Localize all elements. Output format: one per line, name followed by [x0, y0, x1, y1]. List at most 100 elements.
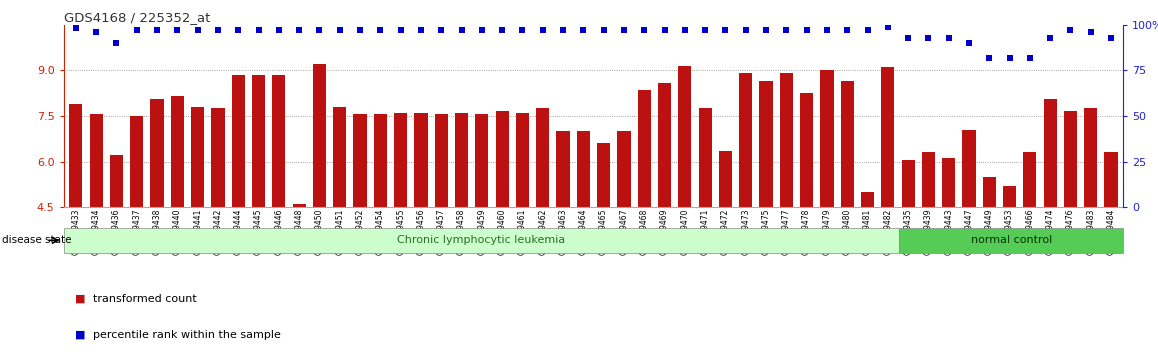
Bar: [983, 177, 996, 344]
Bar: [841, 81, 853, 344]
Point: [696, 27, 714, 33]
Bar: [943, 159, 955, 344]
Bar: [110, 155, 123, 344]
Text: Chronic lymphocytic leukemia: Chronic lymphocytic leukemia: [397, 235, 565, 245]
Bar: [922, 153, 935, 344]
Bar: [1003, 186, 1017, 344]
Point: [1041, 35, 1060, 40]
Bar: [1064, 112, 1077, 344]
Point: [838, 27, 857, 33]
Point: [249, 27, 267, 33]
Point: [351, 27, 369, 33]
Bar: [434, 114, 448, 344]
Bar: [191, 107, 204, 344]
Point: [189, 27, 207, 33]
Point: [858, 27, 877, 33]
Point: [574, 27, 593, 33]
Bar: [598, 143, 610, 344]
Bar: [455, 113, 468, 344]
Point: [229, 27, 248, 33]
Point: [1020, 55, 1039, 61]
Point: [554, 27, 572, 33]
Point: [472, 27, 491, 33]
Bar: [739, 73, 753, 344]
Bar: [536, 108, 549, 344]
Bar: [415, 113, 427, 344]
Point: [493, 27, 512, 33]
Text: percentile rank within the sample: percentile rank within the sample: [93, 330, 280, 339]
Point: [716, 27, 734, 33]
Point: [675, 27, 694, 33]
Point: [330, 27, 349, 33]
Point: [127, 27, 146, 33]
Bar: [1043, 99, 1057, 344]
Point: [777, 27, 796, 33]
Text: ■: ■: [75, 294, 86, 304]
Bar: [899, 228, 1123, 253]
Bar: [1024, 153, 1036, 344]
Bar: [658, 82, 672, 344]
Bar: [69, 104, 82, 344]
Point: [655, 27, 674, 33]
Bar: [679, 66, 691, 344]
Point: [980, 55, 998, 61]
Bar: [719, 151, 732, 344]
Text: GDS4168 / 225352_at: GDS4168 / 225352_at: [64, 11, 210, 24]
Point: [594, 27, 613, 33]
Point: [290, 27, 308, 33]
Bar: [353, 114, 367, 344]
Point: [1061, 27, 1079, 33]
Point: [412, 27, 431, 33]
Bar: [962, 130, 975, 344]
Bar: [1084, 108, 1098, 344]
Point: [798, 27, 816, 33]
Bar: [496, 112, 508, 344]
Point: [108, 40, 126, 46]
Bar: [557, 131, 570, 344]
Point: [960, 40, 979, 46]
Point: [453, 27, 471, 33]
Bar: [293, 204, 306, 344]
Bar: [475, 114, 489, 344]
Bar: [170, 96, 184, 344]
Bar: [881, 67, 894, 344]
Point: [87, 29, 105, 35]
Point: [432, 27, 450, 33]
Bar: [860, 192, 874, 344]
Point: [756, 27, 775, 33]
Bar: [394, 113, 408, 344]
Point: [67, 25, 86, 31]
Bar: [779, 73, 793, 344]
Bar: [374, 114, 387, 344]
Point: [168, 27, 186, 33]
Text: disease state: disease state: [2, 235, 72, 245]
Point: [513, 27, 532, 33]
Bar: [698, 108, 712, 344]
Point: [899, 35, 917, 40]
Point: [736, 27, 755, 33]
Point: [534, 27, 552, 33]
Bar: [760, 81, 772, 344]
Bar: [334, 107, 346, 344]
Bar: [638, 90, 651, 344]
Point: [615, 27, 633, 33]
Bar: [617, 131, 630, 344]
Bar: [577, 131, 589, 344]
Bar: [89, 114, 103, 344]
Point: [939, 35, 958, 40]
Point: [391, 27, 410, 33]
Bar: [212, 108, 225, 344]
Point: [208, 27, 227, 33]
Bar: [130, 116, 144, 344]
Bar: [272, 75, 286, 344]
Bar: [1105, 153, 1117, 344]
Bar: [800, 93, 813, 344]
Text: ■: ■: [75, 330, 86, 339]
Bar: [313, 64, 327, 344]
Point: [919, 35, 938, 40]
Bar: [901, 160, 915, 344]
Bar: [232, 75, 244, 344]
Point: [148, 27, 167, 33]
Bar: [515, 113, 529, 344]
Point: [1101, 35, 1120, 40]
